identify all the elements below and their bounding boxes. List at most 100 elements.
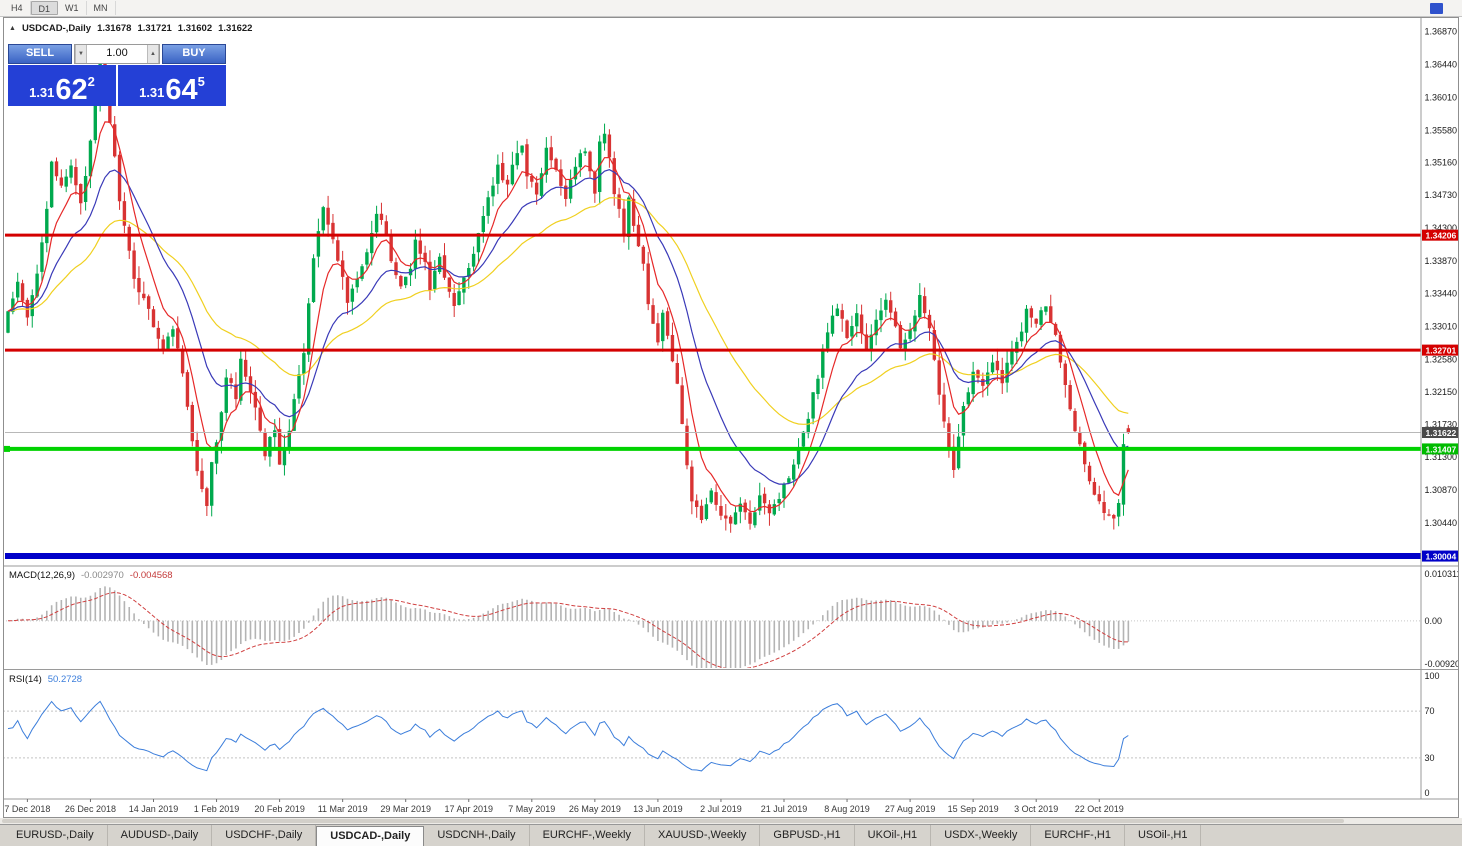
date-axis-label: 17 Apr 2019 — [444, 804, 493, 814]
rsi-value: 50.2728 — [47, 674, 83, 685]
macd-signal-value: -0.004568 — [129, 570, 173, 581]
macd-axis-min: -0.009203 — [1425, 659, 1460, 669]
chart-window-icon[interactable] — [1430, 3, 1443, 14]
macd-axis-zero: 0.00 — [1425, 616, 1443, 626]
ohlc-low: 1.31602 — [177, 23, 213, 34]
chart-horizontal-scrollbar[interactable] — [0, 818, 1462, 824]
price-axis-label: 1.36870 — [1425, 27, 1458, 37]
trendline-handle[interactable] — [4, 445, 10, 452]
rsi-title: RSI(14) — [9, 674, 42, 685]
rsi-indicator-label: RSI(14) 50.2728 — [9, 674, 82, 685]
date-axis-label: 13 Jun 2019 — [633, 804, 683, 814]
sell-price-prefix: 1.31 — [29, 85, 55, 100]
volume-decrease-button[interactable]: ▼ — [75, 45, 87, 63]
timeframe-buttons: H4 D1 W1 MN — [4, 1, 116, 15]
sell-price-display[interactable]: 1.31 62 2 — [8, 65, 116, 106]
tab-usdcad-daily[interactable]: USDCAD-,Daily — [316, 826, 425, 846]
price-axis-label: 1.36010 — [1425, 92, 1458, 102]
ma-mid-line — [7, 169, 1129, 485]
price-axis-label: 1.34730 — [1425, 190, 1458, 200]
price-pane — [6, 49, 1131, 533]
sell-button[interactable]: SELL — [8, 44, 72, 64]
price-axis-label: 1.31730 — [1425, 419, 1458, 429]
price-axis-label: 1.33010 — [1425, 322, 1458, 332]
timeframe-button-h4[interactable]: H4 — [4, 1, 31, 15]
chart-background — [3, 17, 1459, 818]
date-axis-label: 2 Jul 2019 — [700, 804, 742, 814]
volume-input[interactable]: 1.00 — [106, 47, 128, 59]
tab-ukoil-h1[interactable]: UKOil-,H1 — [855, 825, 932, 846]
date-axis-label: 15 Sep 2019 — [948, 804, 999, 814]
price-badge-label: 1.30004 — [1426, 552, 1457, 562]
tab-usdcnh-daily[interactable]: USDCNH-,Daily — [424, 825, 530, 846]
date-axis-label: 14 Jan 2019 — [129, 804, 179, 814]
price-badge-label: 1.31407 — [1426, 444, 1457, 454]
price-axis-label: 1.35160 — [1425, 157, 1458, 167]
chart-canvas[interactable]: 1.36870 1.36440 1.36010 1.35580 1.35160 1.347… — [3, 17, 1459, 818]
rsi-line — [7, 700, 1129, 772]
date-axis-label: 1 Feb 2019 — [194, 804, 240, 814]
ohlc-high: 1.31721 — [137, 23, 172, 34]
volume-stepper: ▼ 1.00 ▲ — [74, 44, 160, 64]
tab-audusd-daily[interactable]: AUDUSD-,Daily — [108, 825, 213, 846]
timeframe-button-mn[interactable]: MN — [87, 1, 116, 15]
rsi-axis-label: 100 — [1425, 671, 1440, 681]
chart-tab-bar: EURUSD-,Daily AUDUSD-,Daily USDCHF-,Daily U… — [0, 824, 1462, 846]
macd-pane — [3, 586, 1421, 668]
macd-title: MACD(12,26,9) — [9, 570, 75, 581]
date-axis-label: 8 Aug 2019 — [824, 804, 870, 814]
price-axis-label: 1.36440 — [1425, 60, 1458, 70]
date-axis-label: 7 Dec 2018 — [4, 804, 50, 814]
price-badge — [1422, 443, 1458, 455]
timeframe-button-d1[interactable]: D1 — [30, 1, 59, 15]
price-axis-label: 1.34300 — [1425, 223, 1458, 233]
buy-price-display[interactable]: 1.31 64 5 — [118, 65, 226, 106]
price-axis-label: 1.30870 — [1425, 485, 1458, 495]
tab-eurchf-weekly[interactable]: EURCHF-,Weekly — [530, 825, 645, 846]
chart-title: ▲ USDCAD-,Daily 1.31678 1.31721 1.31602 … — [9, 23, 252, 34]
date-axis-label: 26 Dec 2018 — [65, 804, 116, 814]
date-axis-label: 27 Aug 2019 — [885, 804, 936, 814]
tab-eurusd-daily[interactable]: EURUSD-,Daily — [3, 825, 108, 846]
chart-symbol-period: USDCAD-,Daily — [21, 23, 92, 34]
timeframe-button-w1[interactable]: W1 — [58, 1, 87, 15]
price-badge-label: 1.32701 — [1426, 346, 1457, 356]
macd-signal-line — [7, 591, 1129, 668]
sell-price-big: 62 — [55, 74, 88, 106]
buy-price-big: 64 — [165, 74, 198, 106]
rsi-axis-label: 30 — [1425, 753, 1435, 763]
tab-usdx-weekly[interactable]: USDX-,Weekly — [931, 825, 1032, 846]
price-axis-label: 1.32150 — [1425, 387, 1458, 397]
price-badge — [1422, 427, 1458, 439]
date-axis-label: 29 Mar 2019 — [380, 804, 431, 814]
price-axis-label: 1.35580 — [1425, 125, 1458, 135]
tab-eurchf-h1[interactable]: EURCHF-,H1 — [1031, 825, 1125, 846]
chart-window-border — [3, 17, 1459, 818]
one-click-trading-panel: SELL ▼ 1.00 ▲ BUY 1.31 62 2 1.31 64 5 — [8, 44, 226, 106]
date-axis-label: 11 Mar 2019 — [318, 804, 368, 814]
price-axis-label: 1.33870 — [1425, 256, 1458, 266]
tab-usdchf-daily[interactable]: USDCHF-,Daily — [212, 825, 317, 846]
buy-button[interactable]: BUY — [162, 44, 226, 64]
ohlc-open: 1.31678 — [97, 23, 132, 34]
volume-increase-button[interactable]: ▲ — [147, 45, 159, 63]
price-axis-label: 1.32580 — [1425, 354, 1458, 364]
macd-axis-max: 0.010311 — [1425, 569, 1460, 579]
buy-price-prefix: 1.31 — [139, 85, 165, 100]
date-axis-label: 3 Oct 2019 — [1014, 804, 1058, 814]
chart-symbol-icon: ▲ — [9, 25, 16, 32]
macd-histogram — [12, 586, 1130, 668]
tab-gbpusd-h1[interactable]: GBPUSD-,H1 — [760, 825, 855, 846]
tab-xauusd-weekly[interactable]: XAUUSD-,Weekly — [645, 825, 761, 846]
price-badge — [1422, 550, 1458, 562]
tab-usoil-h1[interactable]: USOil-,H1 — [1125, 825, 1202, 846]
macd-indicator-label: MACD(12,26,9) -0.002970 -0.004568 — [9, 570, 173, 581]
ohlc-close: 1.31622 — [218, 23, 253, 34]
scrollbar-thumb[interactable] — [2, 819, 1344, 823]
date-axis-label: 22 Oct 2019 — [1075, 804, 1124, 814]
rsi-axis-label: 0 — [1425, 788, 1430, 798]
sell-price-sup: 2 — [87, 74, 95, 89]
price-badge-label: 1.31622 — [1426, 428, 1457, 438]
ma-fast-line — [7, 121, 1129, 513]
